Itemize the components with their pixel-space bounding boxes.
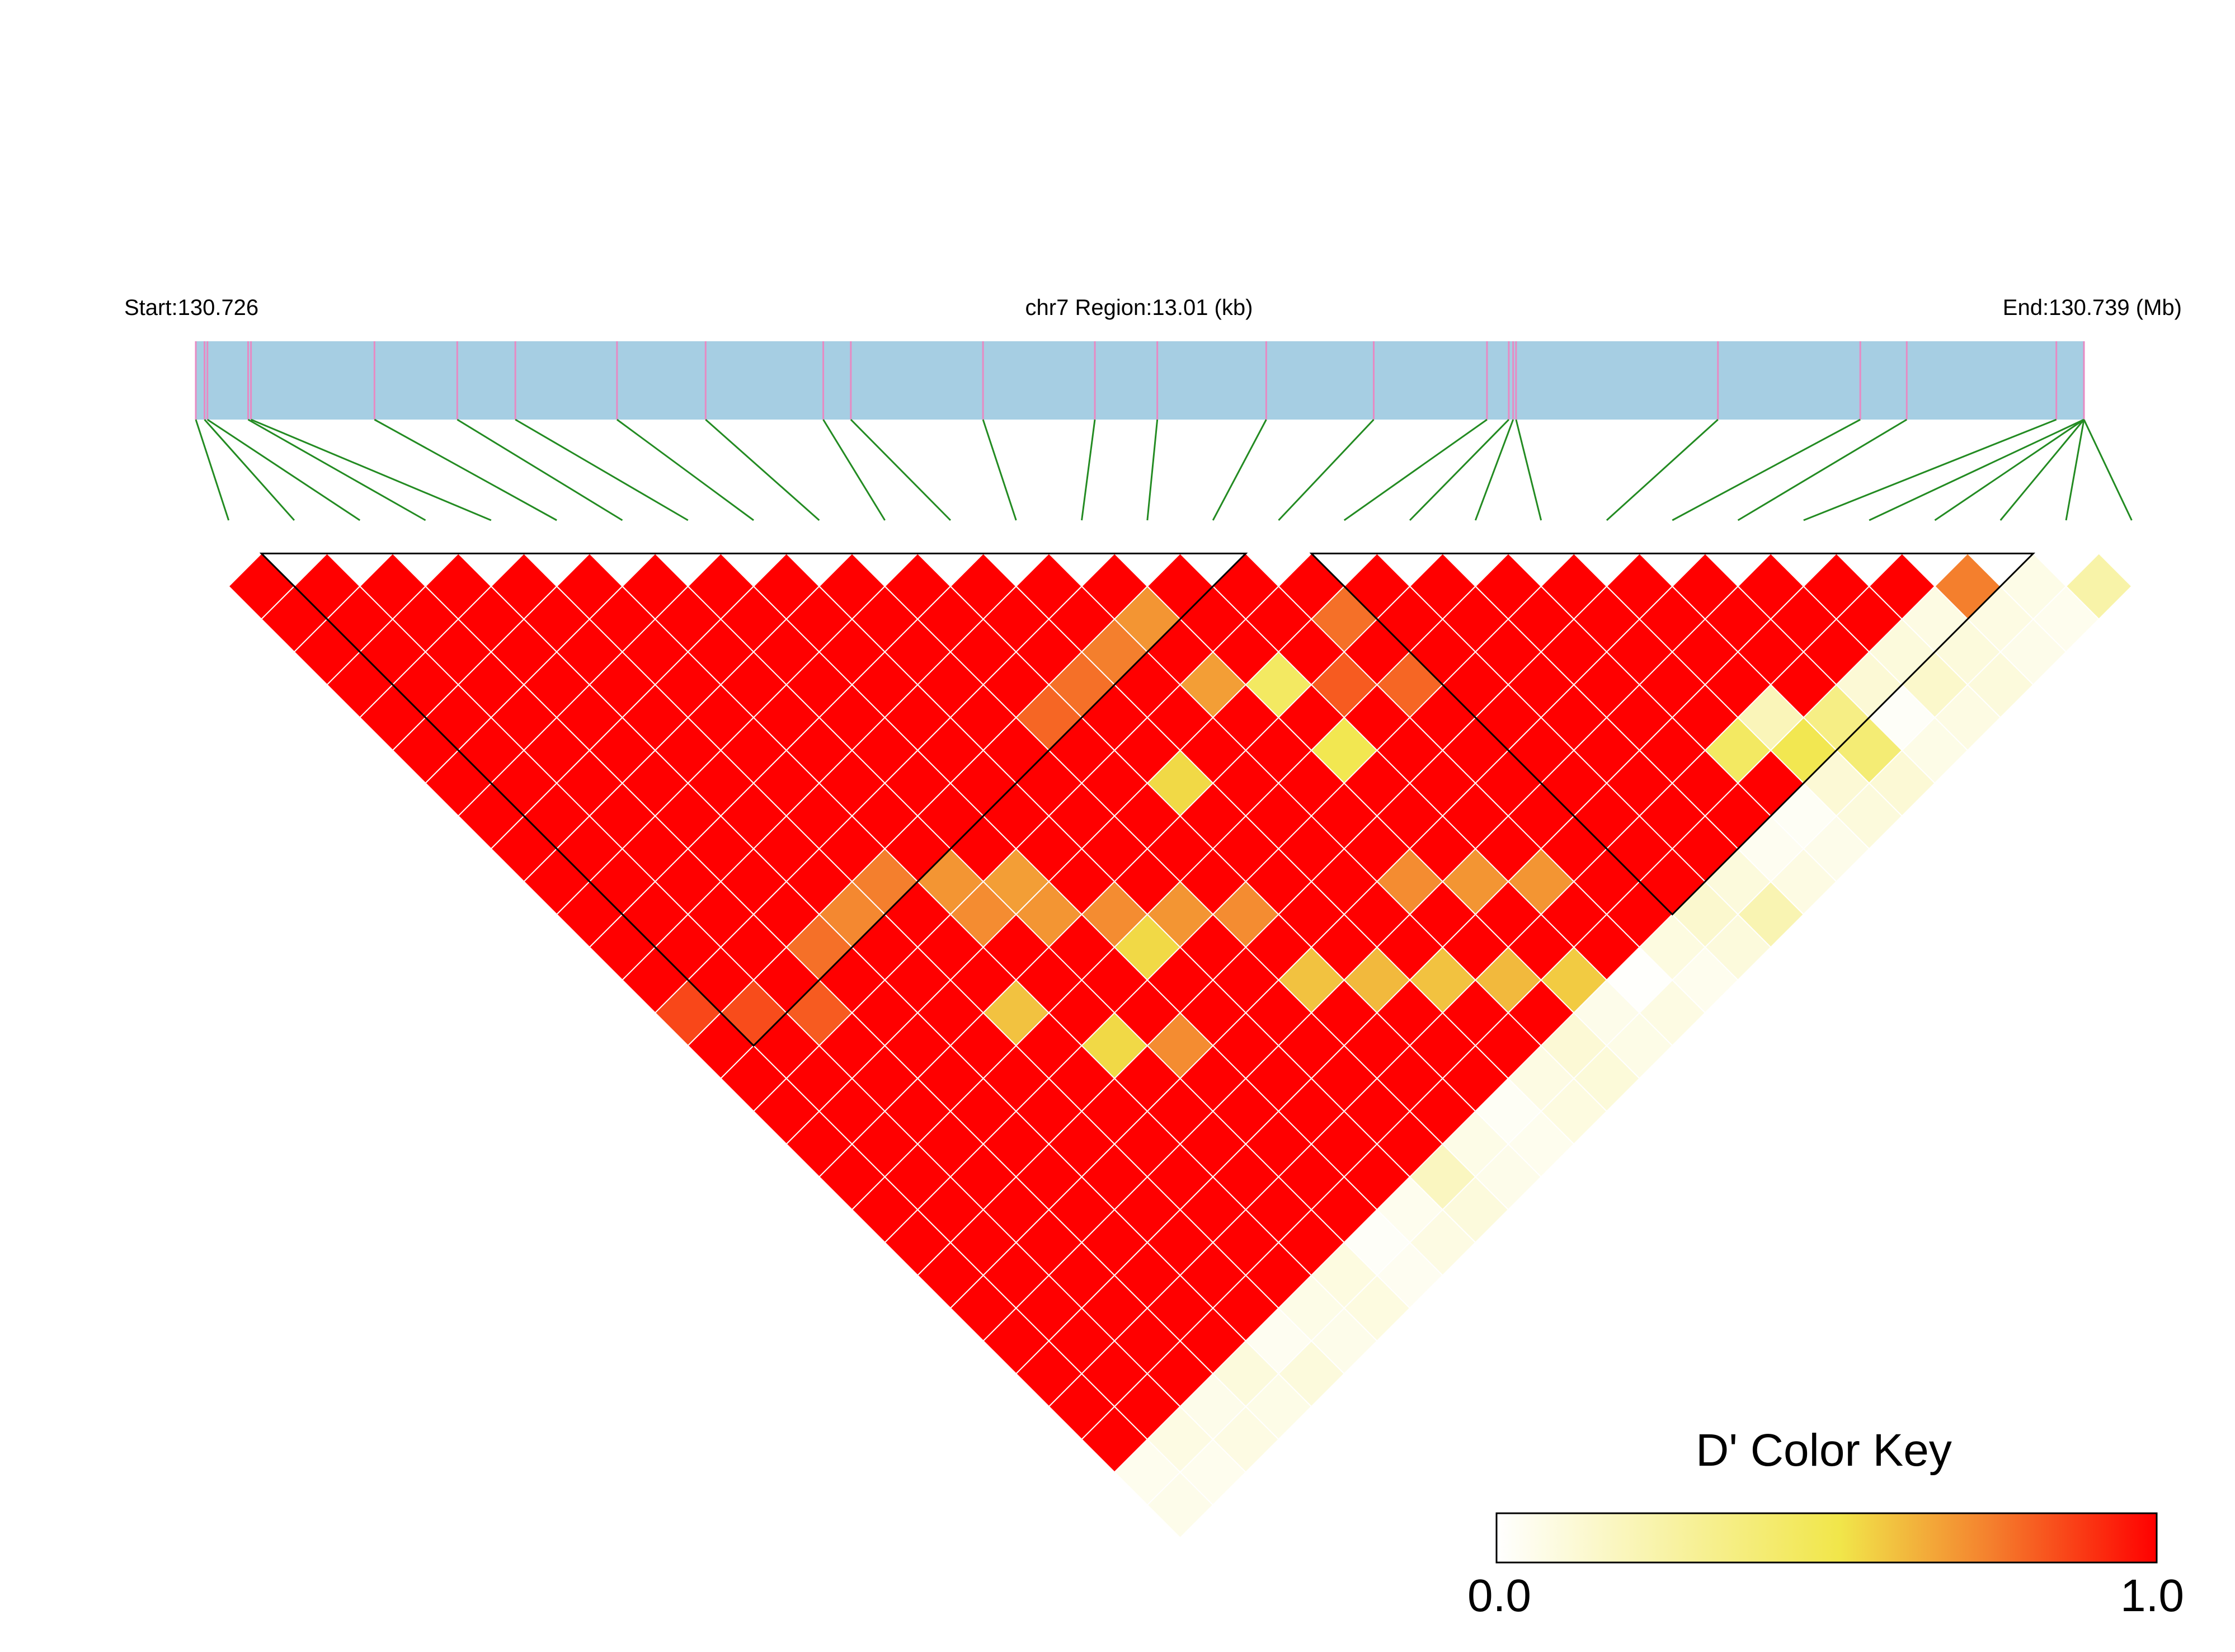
snp-position-ticks — [195, 341, 2085, 420]
ld-block-outline — [1309, 552, 2036, 916]
snp-connector — [1672, 418, 1861, 521]
snp-connector — [247, 418, 426, 521]
end-label: End:130.739 (Mb) — [2003, 295, 2182, 320]
snp-connector — [1869, 418, 2085, 521]
snp-connector — [822, 419, 886, 521]
snp-connector — [206, 418, 361, 521]
snp-connector — [1803, 418, 2057, 521]
color-key-bar — [1495, 1512, 2158, 1564]
snp-connector — [251, 418, 492, 521]
snp-connector — [515, 418, 689, 521]
color-key-title: D' Color Key — [1696, 1425, 1952, 1476]
region-label: chr7 Region:13.01 (kb) — [1025, 295, 1253, 320]
snp-connector — [1934, 418, 2085, 521]
snp-connector — [457, 418, 623, 521]
start-label: Start:130.726 — [124, 295, 258, 320]
snp-connector — [1409, 418, 1509, 521]
snp-connector — [1343, 418, 1488, 521]
snp-connector — [705, 418, 820, 521]
snp-connector — [204, 419, 295, 521]
snp-connector-lines — [195, 418, 2133, 521]
ld-block-outline — [259, 552, 1248, 1047]
snp-connector — [1278, 418, 1375, 521]
color-key-min-label: 0.0 — [1467, 1570, 1531, 1621]
snp-connector — [616, 418, 754, 521]
snp-connector — [374, 418, 557, 521]
color-key-max-label: 1.0 — [2120, 1570, 2184, 1621]
snp-connector — [1474, 419, 1514, 521]
ld-cell — [2065, 552, 2133, 620]
snp-connector — [1737, 418, 1908, 521]
snp-connector — [1515, 419, 1542, 521]
snp-connector — [982, 419, 1017, 521]
snp-connector — [1212, 419, 1267, 521]
snp-connector — [2083, 419, 2133, 521]
ld-block-outlines — [259, 552, 2036, 1047]
gene-region-bar — [196, 341, 2084, 420]
snp-connector — [1146, 419, 1159, 521]
snp-connector — [1606, 418, 1719, 521]
snp-connector — [2065, 419, 2085, 521]
ld-heatmap — [228, 552, 2133, 1539]
snp-connector — [195, 419, 230, 521]
snp-connector — [1081, 419, 1096, 521]
snp-connector — [850, 418, 952, 521]
snp-connector — [1999, 419, 2085, 521]
